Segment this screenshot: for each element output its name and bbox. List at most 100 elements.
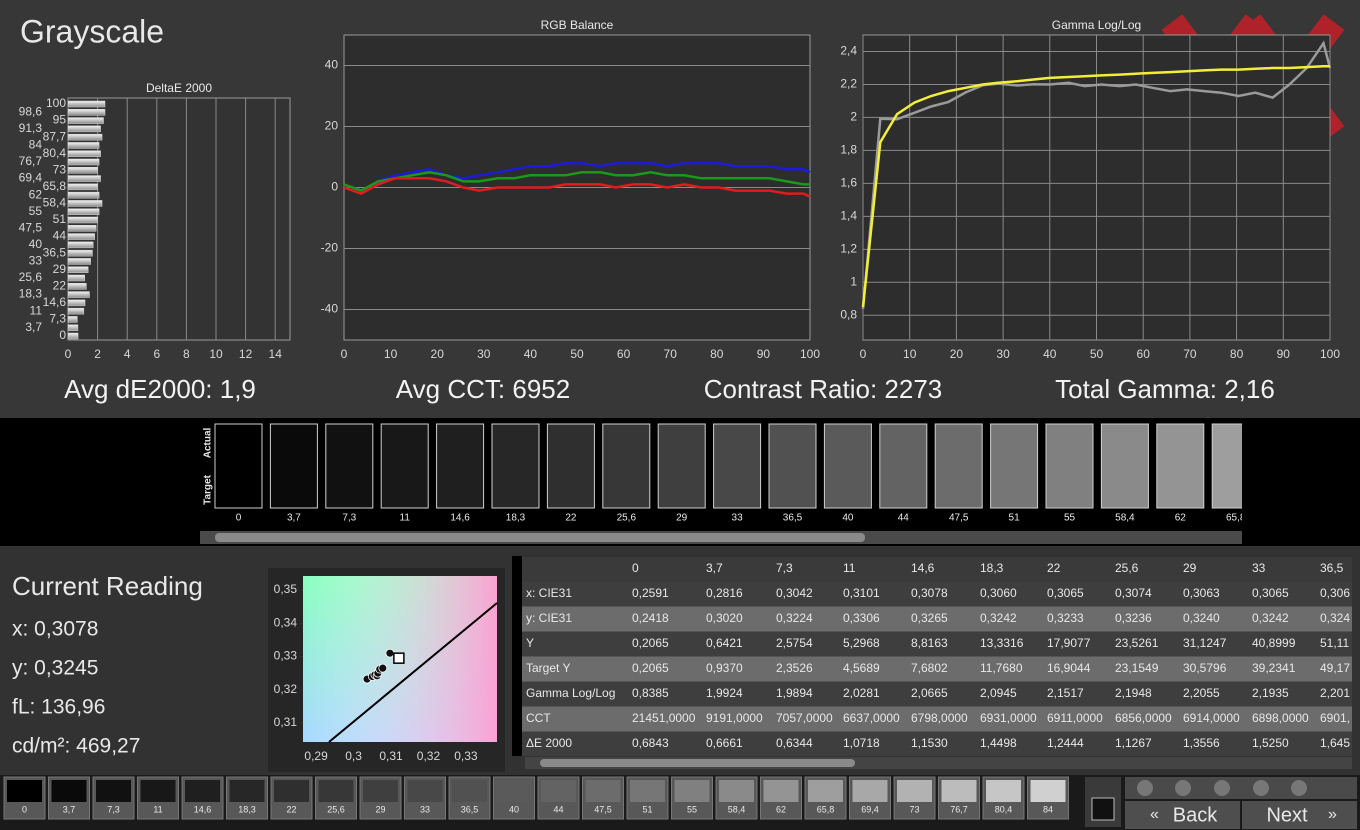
back-button-bg[interactable]	[1125, 801, 1240, 829]
swatch-label: 65,8	[1226, 513, 1246, 524]
icon-button[interactable]	[1137, 780, 1153, 796]
table-scroll-thumb[interactable]	[540, 759, 855, 767]
y-tick-label: 0,35	[274, 582, 298, 596]
swatch	[541, 780, 576, 802]
y-tick-label: 1,8	[840, 143, 857, 157]
swatch-label: 33	[732, 513, 744, 524]
x-tick-label: 0,3	[345, 749, 362, 763]
cell: 0,6421	[706, 636, 743, 650]
cell: 6856,0000	[1115, 711, 1172, 725]
chart-title: DeltaE 2000	[146, 81, 212, 95]
bar	[67, 299, 86, 307]
cell: 0,3042	[776, 586, 813, 600]
swatch	[768, 423, 817, 509]
cell: 4,5689	[843, 661, 880, 675]
swatch-label: 69,4	[861, 804, 879, 814]
swatch-label: 80,4	[995, 804, 1013, 814]
reading-title: Current Reading	[12, 571, 203, 601]
x-tick-label: 30	[996, 347, 1010, 361]
swatch	[318, 780, 354, 802]
back-arrow: «	[1150, 806, 1159, 823]
cell: 6931,0000	[980, 711, 1037, 725]
swatch	[1045, 423, 1094, 509]
icon-button[interactable]	[1291, 780, 1307, 796]
cell: 1,2444	[1047, 736, 1084, 750]
bar	[67, 100, 106, 108]
column-header: 33	[1252, 561, 1266, 575]
y-category-label: 84	[29, 138, 43, 152]
swatch	[274, 780, 309, 802]
bar	[67, 291, 90, 298]
cell: 6911,0000	[1047, 711, 1103, 725]
next-arrow: »	[1328, 806, 1337, 823]
cell: 0,3020	[706, 611, 743, 625]
swatch-label: 3,7	[63, 804, 76, 814]
cell: 2,2055	[1183, 686, 1220, 700]
y-category-label: 36,5	[43, 245, 67, 259]
bar	[67, 283, 87, 290]
row-label: y: CIE31	[526, 611, 572, 625]
cell: 1,645	[1320, 736, 1350, 750]
row-label: Target	[203, 474, 214, 504]
summary-stat: Total Gamma: 2,16	[1055, 374, 1275, 404]
column-header: 14,6	[911, 561, 935, 575]
column-header: 11	[843, 561, 856, 575]
y-category-label: 58,4	[43, 196, 67, 210]
stop-button[interactable]	[1091, 797, 1115, 821]
swatch	[585, 780, 621, 802]
back-button[interactable]: Back	[1173, 804, 1218, 826]
x-tick-label: 80	[1230, 347, 1244, 361]
icon-button[interactable]	[1214, 780, 1230, 796]
column-header: 36,5	[1320, 561, 1344, 575]
cell: 2,1948	[1115, 686, 1152, 700]
x-tick-label: 6	[153, 347, 160, 361]
table-header-row	[522, 557, 1352, 582]
x-tick-label: 0,33	[454, 749, 478, 763]
swatch	[852, 780, 888, 802]
cell: 2,1935	[1252, 686, 1289, 700]
column-header: 22	[1047, 561, 1061, 575]
cell: 0,2418	[632, 611, 669, 625]
y-category-label: 44	[53, 229, 67, 243]
series-line	[343, 161, 811, 192]
swatch	[1030, 780, 1066, 802]
y-tick-label: 1,6	[840, 176, 857, 190]
x-tick-label: 4	[124, 347, 131, 361]
strip-scroll-thumb[interactable]	[215, 533, 865, 542]
table-row	[522, 606, 1352, 632]
swatch-label: 84	[1043, 804, 1053, 814]
y-tick-label: 1,2	[840, 241, 857, 255]
cell: 6637,0000	[843, 711, 900, 725]
x-tick-label: 40	[1043, 347, 1057, 361]
column-header: 25,6	[1115, 561, 1139, 575]
plot-area	[67, 97, 291, 341]
swatch-label: 33	[420, 804, 430, 814]
bar	[67, 332, 79, 340]
icon-button[interactable]	[1253, 780, 1269, 796]
swatch-label: 3,7	[287, 513, 301, 524]
series-line	[861, 40, 1332, 310]
y-category-label: 18,3	[19, 287, 43, 301]
swatch-label: 18,3	[506, 513, 526, 524]
cell: 0,3224	[776, 611, 813, 625]
next-button-bg[interactable]	[1242, 801, 1357, 829]
swatch	[407, 780, 443, 802]
cell: 21451,0000	[632, 711, 696, 725]
x-tick-label: 70	[1183, 347, 1197, 361]
x-tick-label: 90	[1277, 347, 1291, 361]
swatch-label: 55	[687, 804, 697, 814]
cell: 0,3063	[1183, 586, 1220, 600]
next-button[interactable]: Next	[1266, 804, 1308, 826]
cell: 16,9044	[1047, 661, 1091, 675]
y-category-label: 65,8	[43, 179, 67, 193]
icon-button[interactable]	[1175, 780, 1191, 796]
bar	[67, 167, 98, 174]
cell: 0,3306	[843, 611, 880, 625]
y-category-label: 3,7	[25, 320, 42, 334]
cell: 0,3265	[911, 611, 948, 625]
cell: 5,2968	[843, 636, 880, 650]
table-row	[522, 731, 1352, 756]
table-row	[522, 656, 1352, 682]
cell: 0,3074	[1115, 586, 1152, 600]
cell: 0,9370	[706, 661, 743, 675]
